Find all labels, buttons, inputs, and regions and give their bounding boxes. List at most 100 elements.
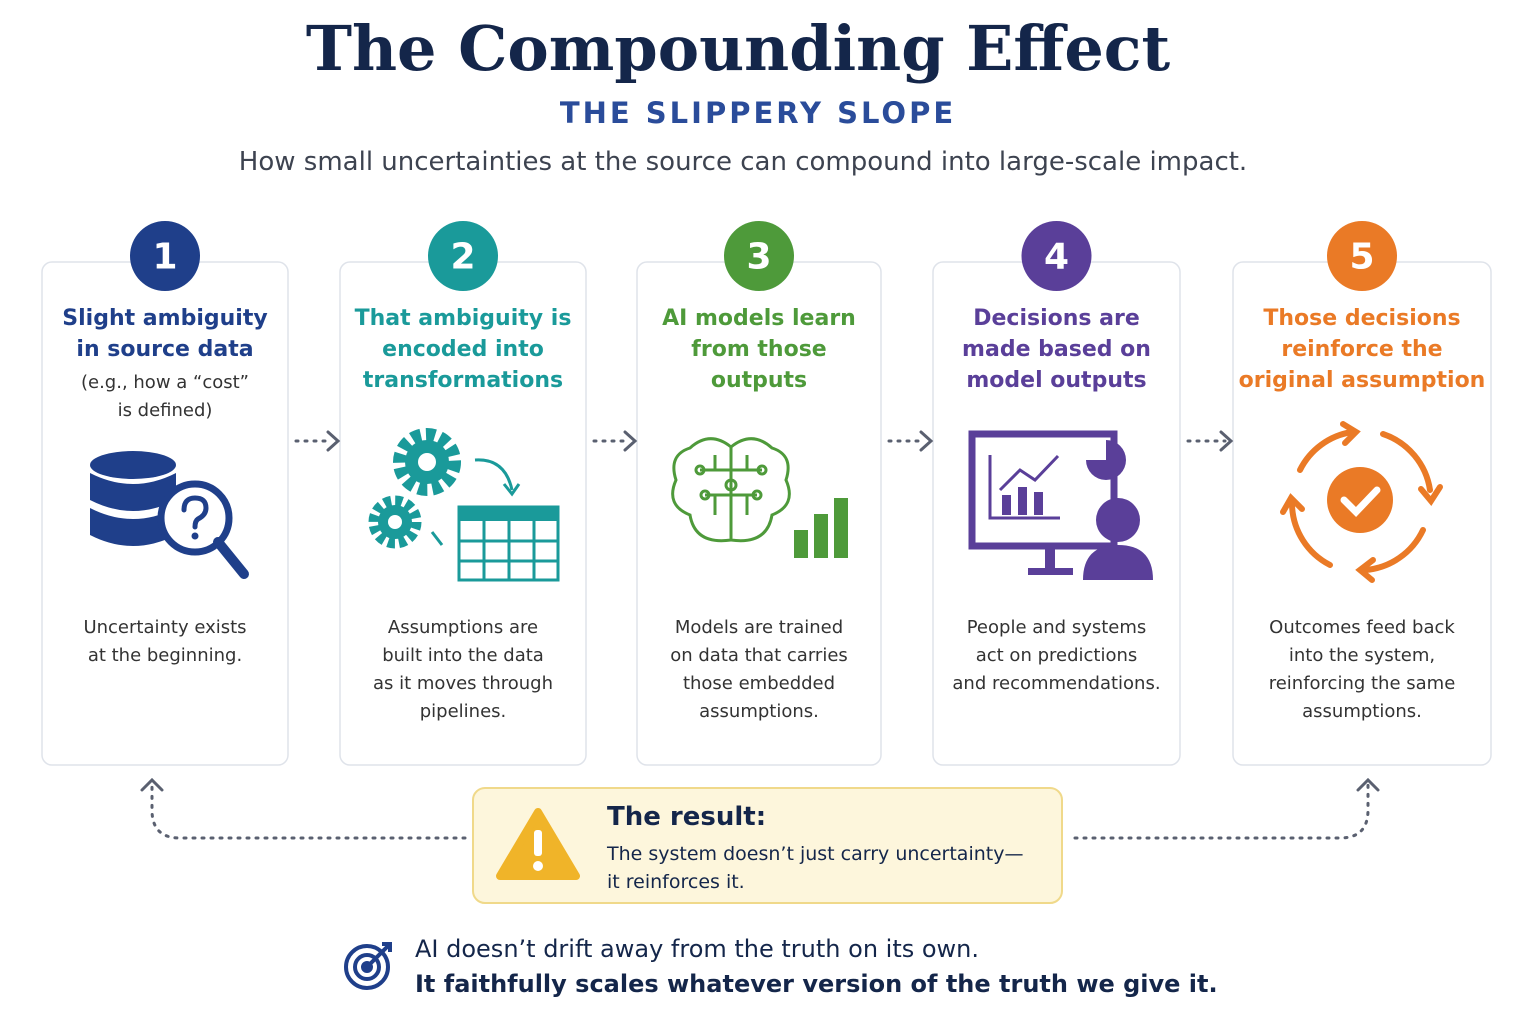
step-badge [1021,221,1092,291]
step-body: Uncertainty exists at the beginning. [42,614,288,670]
footer: AI doesn’t drift away from the truth on … [415,932,1218,1002]
cycle-icon-part [1355,557,1376,583]
feedback-line-part [150,783,467,840]
monitor-icon-part [1002,495,1011,515]
subtitle: THE SLIPPERY SLOPE [559,96,957,130]
step-arrowhead [326,430,341,452]
step-arrowhead [1219,430,1234,452]
gears-table-icon-part [418,453,436,471]
description: How small uncertainties at the source ca… [238,147,1248,177]
result-line: it reinforces it. [607,871,745,893]
cycle-icon-part [1418,484,1443,507]
target-icon-part [365,942,392,969]
target-icon-part [344,944,390,990]
monitor-icon-part [988,455,1060,520]
title: The Compounding Effect [305,12,1171,85]
brain-icon-part [751,489,763,501]
step-number: 5 [1349,237,1374,278]
gears-table-icon-part [393,428,461,496]
step-title-line: transformations [362,368,564,393]
monitor-icon-part [1086,440,1126,480]
monitor-icon-part [1018,487,1027,515]
brain-icon-part [756,464,768,476]
brain-icon-part [699,489,711,501]
step-title: Those decisions reinforce the original ass… [1233,303,1491,396]
step-title-line: outputs [710,368,808,393]
step-badge [1327,221,1397,291]
step-title-line: reinforce the [1281,337,1443,362]
step-badge [428,221,498,291]
step-arrowhead [623,430,638,452]
database-icon-part [90,508,176,546]
warning-icon [496,808,580,880]
monitor-icon-part [1028,568,1073,575]
cycle-icon-part [1289,502,1333,568]
monitor-icon-part [998,454,1060,492]
gears-table-icon-part [502,483,521,497]
step-title: AI models learn from those outputs [637,303,881,396]
brain-icon-part [671,437,733,543]
brain-icon [671,437,848,558]
monitor-icon [968,430,1153,580]
step-number: 1 [152,237,177,278]
step-body-line: into the system, [1288,645,1436,666]
gears-table-icon-part [459,521,558,580]
step-body-line: Outcomes feed back [1269,617,1455,638]
brain-icon-part-part [834,498,848,558]
cycle-icon-part [1297,429,1355,473]
step-title-line: in source data [76,337,254,362]
database-icon-part [90,451,176,479]
step-title: That ambiguity is encoded into transformat… [340,303,586,396]
brain-icon-part [794,498,848,558]
monitor-icon-part [1045,546,1055,570]
step-title-line: AI models learn [662,306,856,331]
step-body-line: Uncertainty exists [83,617,247,638]
cycle-icon-part [1362,527,1426,573]
result-text: The system doesn’t just carry uncertaint… [607,840,1023,896]
result-title: The result: [607,802,767,832]
step-title-line: Those decisions [1263,306,1461,331]
cycle-icon-part [1340,421,1361,446]
brain-icon-part [729,437,791,543]
gears-table-icon-part [388,515,402,529]
step-body: Outcomes feed back into the system, reinfo… [1233,614,1491,726]
gears-table-icon-part [474,458,514,491]
footer-line: It faithfully scales whatever version of… [415,970,1218,998]
step-badge [130,221,200,291]
step-body-line: Models are trained [674,617,844,638]
database-icon-part [191,532,199,540]
step-title-line: original assumption [1238,368,1486,393]
step-title-line: made based on [962,337,1151,362]
step-note-line: is defined) [117,400,213,421]
cycle-icon-part [1380,431,1433,493]
brain-icon-part-part [794,530,808,558]
footer-line: AI doesn’t drift away from the truth on … [415,935,980,963]
brain-icon-part [700,455,762,515]
feedback-line-part [1073,783,1370,840]
step-body-line: pipelines. [419,701,507,722]
database-icon-part [90,473,176,511]
feedback-arrowhead-part [140,777,164,792]
step-body-line: as it moves through [372,673,553,694]
step-title: Slight ambiguity in source data [42,303,288,365]
result-box [472,787,1063,904]
database-icon [90,451,249,579]
warning-icon-part [534,830,542,856]
step-title-line: model outputs [966,368,1147,393]
step-body-line: on data that carries [670,645,848,666]
target-icon-part [353,953,381,981]
step-badge [724,221,794,291]
brain-icon-part [694,464,706,476]
step-title-line: Slight ambiguity [62,306,268,331]
cycle-icon [1280,421,1443,583]
step-body-line: built into the data [382,645,544,666]
step-arrowhead [919,430,934,452]
target-icon [344,942,392,990]
feedback-line [150,783,1370,840]
step-number: 4 [1044,237,1069,278]
database-icon-part [157,480,233,556]
monitor-icon-part [968,430,1118,550]
step-title-line: from those [691,337,827,362]
database-icon-part [213,537,249,579]
